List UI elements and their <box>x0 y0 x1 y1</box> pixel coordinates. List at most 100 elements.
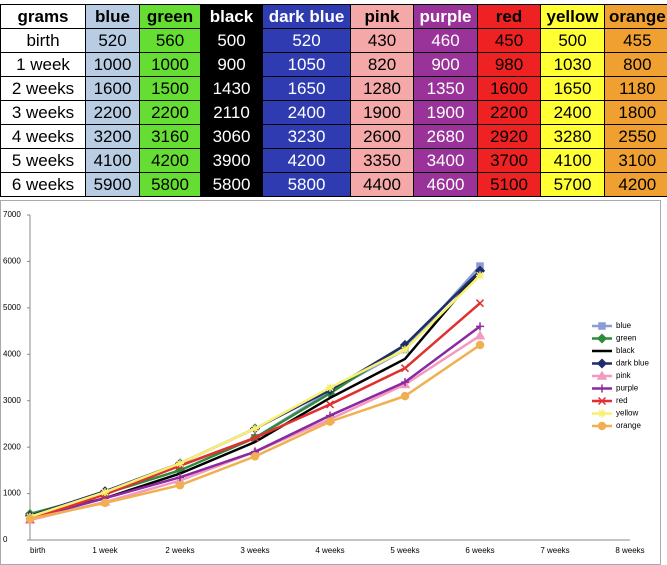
table-cell: 2200 <box>477 100 541 125</box>
table-cell: 4100 <box>540 148 605 173</box>
table-cell: 560 <box>139 28 201 53</box>
table-cell: 2110 <box>200 100 263 125</box>
marker <box>176 459 184 468</box>
table-cell: 6 weeks <box>0 172 86 197</box>
marker <box>596 358 608 369</box>
table-cell: 5800 <box>139 172 201 197</box>
x-tick-label: 4 weeks <box>315 546 344 555</box>
table-row: 5 weeks 4100 4200 3900 4200 3350 3400 3700 4100 3… <box>0 148 667 173</box>
table-cell: 2680 <box>413 124 478 149</box>
legend-label: purple <box>616 384 639 393</box>
table-cell: 1180 <box>604 76 667 101</box>
table-cell: 3200 <box>85 124 140 149</box>
y-tick-label: 5000 <box>3 303 21 312</box>
table-cell: purple <box>413 4 478 29</box>
x-tick-label: 7 weeks <box>540 546 569 555</box>
x-tick-label: 6 weeks <box>465 546 494 555</box>
table-cell: grams <box>0 4 86 29</box>
marker <box>326 383 334 392</box>
table-cell: 1650 <box>540 76 605 101</box>
table-cell: 4200 <box>604 172 667 197</box>
marker <box>400 364 410 373</box>
marker <box>250 433 260 442</box>
table-cell: 3060 <box>200 124 263 149</box>
table-row: birth 520 560 500 520 430 460 450 500 455 <box>0 28 667 53</box>
table-cell: 4600 <box>413 172 478 197</box>
table-cell: 430 <box>350 28 414 53</box>
table-cell: 4200 <box>139 148 201 173</box>
table-cell: 4200 <box>262 148 351 173</box>
table-cell: 455 <box>604 28 667 53</box>
table-cell: 1030 <box>540 52 605 77</box>
table-cell: 3230 <box>262 124 351 149</box>
x-tick-label: 2 weeks <box>165 546 194 555</box>
y-tick-label: 2000 <box>3 442 21 451</box>
table-cell: orange <box>604 4 667 29</box>
marker <box>401 345 409 354</box>
table-cell: 4100 <box>85 148 140 173</box>
table-cell: 3280 <box>540 124 605 149</box>
table-row: grams blue green black dark blue pink purple re… <box>0 4 667 29</box>
table-row: 3 weeks 2200 2200 2110 2400 1900 1900 2200 2400 1… <box>0 100 667 125</box>
marker <box>401 378 409 387</box>
table-cell: pink <box>350 4 414 29</box>
marker <box>596 370 608 380</box>
marker <box>596 333 608 344</box>
table-cell: 1050 <box>262 52 351 77</box>
table-cell: 4 weeks <box>0 124 86 149</box>
table-cell: birth <box>0 28 86 53</box>
marker <box>476 322 484 331</box>
table-cell: 2600 <box>350 124 414 149</box>
y-tick-label: 0 <box>3 535 8 544</box>
table-cell: 5100 <box>477 172 541 197</box>
legend-label: pink <box>616 371 632 380</box>
table-row: 1 week 1000 1000 900 1050 820 900 980 1030 800 <box>0 52 667 77</box>
table-cell: 1000 <box>85 52 140 77</box>
table-cell: 2400 <box>540 100 605 125</box>
table-cell: 2200 <box>139 100 201 125</box>
legend-label: dark blue <box>616 359 649 368</box>
table-cell: 1350 <box>413 76 478 101</box>
table-cell: 3350 <box>350 148 414 173</box>
x-tick-label: 1 week <box>92 546 118 555</box>
table-cell: 3400 <box>413 148 478 173</box>
table-cell: 800 <box>604 52 667 77</box>
table-cell: 2550 <box>604 124 667 149</box>
legend-label: green <box>616 334 636 343</box>
marker <box>101 488 109 497</box>
x-tick-label: 3 weeks <box>240 546 269 555</box>
table-cell: 5700 <box>540 172 605 197</box>
legend-label: red <box>616 396 628 405</box>
marker <box>250 452 260 461</box>
table-cell: 4400 <box>350 172 414 197</box>
table-cell: 1500 <box>139 76 201 101</box>
marker <box>598 409 606 418</box>
table-cell: 820 <box>350 52 414 77</box>
y-tick-label: 6000 <box>3 257 21 266</box>
marker <box>598 384 606 393</box>
data-table: grams blue green black dark blue pink purple re… <box>0 4 667 197</box>
table-cell: 450 <box>477 28 541 53</box>
marker <box>400 391 410 401</box>
marker <box>25 514 35 524</box>
legend-label: blue <box>616 321 632 330</box>
table-cell: 5800 <box>200 172 263 197</box>
table-cell: 1600 <box>85 76 140 101</box>
table-cell: dark blue <box>262 4 351 29</box>
table-cell: yellow <box>540 4 605 29</box>
table-cell: 2 weeks <box>0 76 86 101</box>
x-tick-label: 5 weeks <box>390 546 419 555</box>
table-cell: 2400 <box>262 100 351 125</box>
table-cell: 520 <box>262 28 351 53</box>
y-tick-label: 3000 <box>3 396 21 405</box>
table-cell: 1650 <box>262 76 351 101</box>
legend-label: orange <box>616 421 641 430</box>
table-cell: 2920 <box>477 124 541 149</box>
table-cell: 5800 <box>262 172 351 197</box>
table-cell: 3 weeks <box>0 100 86 125</box>
table-cell: 3160 <box>139 124 201 149</box>
y-tick-label: 1000 <box>3 489 21 498</box>
table-cell: 1900 <box>350 100 414 125</box>
marker <box>598 322 606 330</box>
table-cell: 520 <box>85 28 140 53</box>
